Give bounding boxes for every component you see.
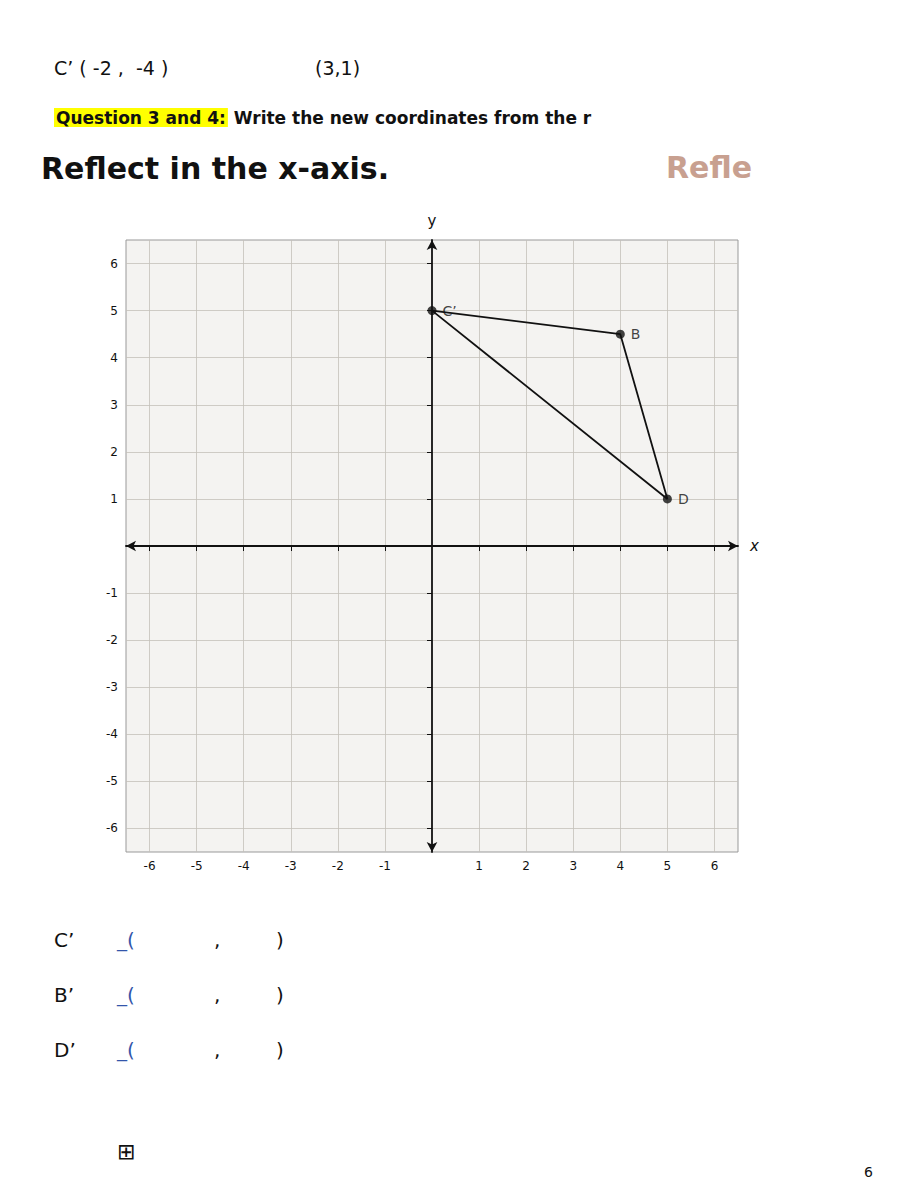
svg-text:-1: -1 bbox=[379, 859, 391, 873]
svg-text:-5: -5 bbox=[191, 859, 203, 873]
svg-text:): ) bbox=[276, 983, 284, 1007]
svg-text:1: 1 bbox=[475, 859, 483, 873]
svg-text:_(: _( bbox=[116, 983, 135, 1007]
svg-text:-3: -3 bbox=[285, 859, 297, 873]
svg-text:-5: -5 bbox=[106, 774, 118, 788]
svg-text:_(: _( bbox=[116, 1038, 135, 1062]
svg-text:-1: -1 bbox=[106, 586, 118, 600]
svg-text:,: , bbox=[214, 1038, 220, 1062]
svg-text:3: 3 bbox=[569, 859, 577, 873]
svg-text:B’: B’ bbox=[54, 983, 74, 1007]
svg-text:y: y bbox=[428, 212, 437, 230]
svg-text:-6: -6 bbox=[106, 821, 118, 835]
svg-text:): ) bbox=[276, 928, 284, 952]
svg-text:D: D bbox=[678, 491, 689, 507]
svg-text:Write the new coordinates from: Write the new coordinates from the r bbox=[228, 108, 592, 128]
svg-text:⊞: ⊞ bbox=[117, 1139, 135, 1164]
svg-text:1: 1 bbox=[110, 492, 118, 506]
svg-text:,: , bbox=[214, 983, 220, 1007]
svg-text:_(: _( bbox=[116, 928, 135, 952]
svg-text:3: 3 bbox=[110, 398, 118, 412]
svg-text:6: 6 bbox=[864, 1164, 873, 1180]
svg-text:5: 5 bbox=[110, 304, 118, 318]
svg-text:6: 6 bbox=[110, 257, 118, 271]
svg-text:-2: -2 bbox=[106, 633, 118, 647]
svg-text:-4: -4 bbox=[238, 859, 250, 873]
svg-text:Question 3 and 4:: Question 3 and 4: bbox=[56, 108, 226, 128]
svg-text:D’: D’ bbox=[54, 1038, 76, 1062]
svg-text:Reflect in the x-axis.: Reflect in the x-axis. bbox=[41, 151, 389, 186]
svg-text:2: 2 bbox=[522, 859, 530, 873]
svg-text:-6: -6 bbox=[144, 859, 156, 873]
svg-text:-4: -4 bbox=[106, 727, 118, 741]
svg-text:B: B bbox=[631, 326, 641, 342]
svg-text:2: 2 bbox=[110, 445, 118, 459]
svg-text:-2: -2 bbox=[332, 859, 344, 873]
svg-text:): ) bbox=[276, 1038, 284, 1062]
svg-text:4: 4 bbox=[110, 351, 118, 365]
svg-text:(3,1): (3,1) bbox=[315, 57, 360, 79]
svg-text:-3: -3 bbox=[106, 680, 118, 694]
svg-text:C’: C’ bbox=[54, 928, 74, 952]
svg-text:6: 6 bbox=[711, 859, 719, 873]
svg-text:C’: C’ bbox=[443, 303, 457, 319]
svg-text:Refle: Refle bbox=[666, 150, 752, 185]
svg-text:5: 5 bbox=[664, 859, 672, 873]
svg-text:,: , bbox=[214, 928, 220, 952]
svg-text:4: 4 bbox=[616, 859, 624, 873]
svg-text:x: x bbox=[749, 537, 759, 555]
svg-text:C’ ( -2 , -4 ): C’ ( -2 , -4 ) bbox=[54, 57, 168, 79]
